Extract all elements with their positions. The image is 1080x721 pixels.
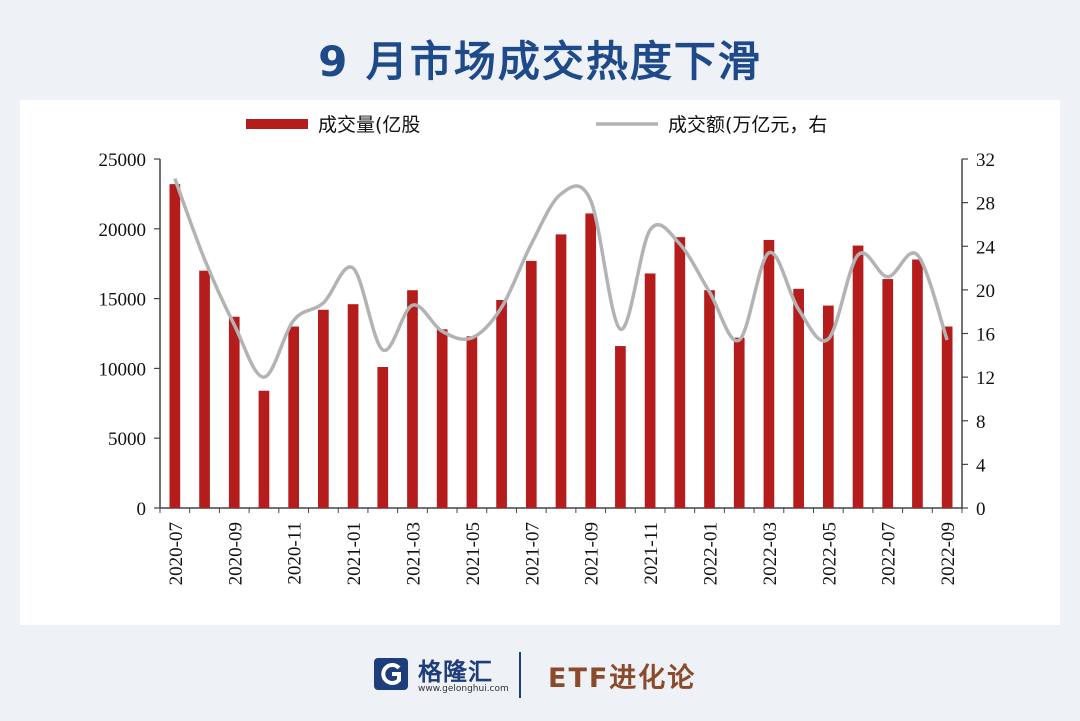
x-tick-label: 2022-05 [819, 522, 840, 585]
brand-name: 格隆汇 [418, 658, 493, 686]
bar [912, 259, 923, 508]
legend-bar-label: 成交量(亿股 [318, 114, 420, 136]
x-tick-label: 2021-07 [522, 522, 543, 585]
x-tick-label: 2020-09 [225, 522, 246, 585]
bar [377, 367, 389, 508]
right-tick-label: 16 [976, 325, 995, 346]
bar [704, 290, 715, 508]
bar [436, 329, 448, 508]
footer-divider [519, 652, 521, 698]
legend-line-label: 成交额(万亿元，右 [668, 114, 827, 136]
right-tick-label: 4 [976, 455, 986, 476]
bar [763, 239, 775, 508]
x-tick-label: 2021-05 [463, 522, 484, 585]
bar [615, 346, 626, 508]
footer: 格隆汇 www.gelonghui.com ETF进化论 [0, 648, 1080, 704]
bar [941, 326, 953, 508]
left-tick-label: 25000 [99, 150, 147, 171]
bar [674, 237, 686, 508]
x-tick-label: 2021-01 [344, 522, 365, 585]
series-line [173, 178, 949, 379]
gelonghui-logo-icon [372, 654, 412, 694]
left-tick-label: 15000 [99, 290, 147, 311]
chart-area: 0 5000 10000 15000 20000 25000 0 4 8 12 16 20 24 28 32… [20, 100, 1060, 625]
x-tick-label: 2022-03 [760, 522, 781, 585]
bar [466, 336, 478, 508]
bar [733, 337, 745, 508]
right-tick-label: 8 [976, 412, 986, 433]
x-tick-label: 2021-09 [582, 522, 603, 585]
bar [228, 316, 240, 508]
right-tick-label: 32 [976, 150, 995, 171]
bar [496, 299, 507, 508]
right-tick-label: 28 [976, 194, 995, 215]
left-tick-label: 20000 [99, 220, 147, 241]
bar [585, 213, 597, 508]
bar [525, 260, 537, 508]
bar [199, 270, 210, 508]
bar [793, 288, 804, 508]
right-tick-label: 24 [976, 237, 996, 258]
x-tick-label: 2021-03 [403, 522, 424, 585]
x-tick-label: 2022-01 [701, 522, 722, 585]
left-tick-label: 5000 [108, 429, 146, 450]
bar [822, 305, 834, 508]
bar [169, 184, 181, 508]
x-tick-label: 2022-07 [879, 522, 900, 585]
x-tick-label: 2020-11 [285, 522, 306, 585]
bar [555, 234, 567, 508]
bar [288, 326, 300, 508]
bar [852, 245, 864, 508]
bar-line-chart: 0 5000 10000 15000 20000 25000 0 4 8 12 16 20 24 28 32… [99, 114, 996, 585]
bar [318, 309, 329, 508]
right-tick-label: 20 [976, 281, 995, 302]
right-tick-label: 0 [976, 499, 986, 520]
right-tick-label: 12 [976, 368, 995, 389]
bar [407, 290, 418, 508]
left-tick-label: 10000 [99, 359, 147, 380]
chart-title: 9 月市场成交热度下滑 [318, 37, 762, 86]
left-tick-label: 0 [137, 499, 147, 520]
x-tick-label: 2021-11 [641, 522, 662, 585]
bar [347, 304, 359, 508]
brand-url: www.gelonghui.com [418, 684, 509, 694]
legend-bar-swatch [246, 119, 308, 129]
bar [644, 273, 656, 508]
bar [882, 279, 894, 508]
etf-label: ETF进化论 [548, 663, 697, 694]
bar [258, 390, 270, 508]
x-tick-label: 2020-07 [166, 522, 187, 585]
x-tick-label: 2022-09 [938, 522, 959, 585]
